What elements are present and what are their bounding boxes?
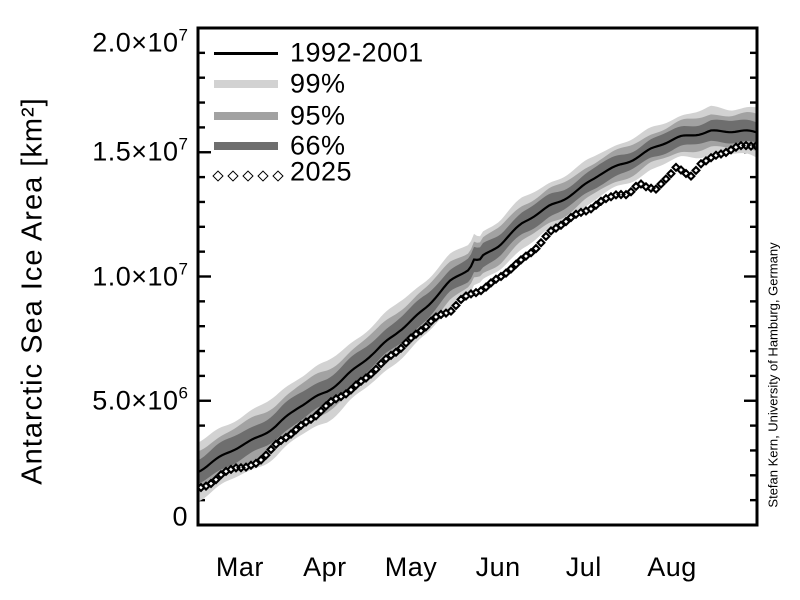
diamond-icon [212, 169, 224, 182]
legend-label-1992-2001: 1992-2001 [290, 37, 424, 68]
plot-border [196, 26, 759, 527]
legend-sample-66pct [214, 142, 278, 150]
x-month-label-apr: Apr [303, 552, 347, 582]
legend-sample-95pct [214, 111, 278, 120]
y-tick-label-15: 1.5×107 [92, 134, 188, 167]
legend-label-99pct: 99% [290, 68, 346, 99]
x-month-label-may: May [384, 552, 438, 582]
band-66 [198, 119, 756, 485]
x-month-label-jun: Jun [475, 552, 521, 582]
x-month-label-aug: Aug [647, 552, 697, 582]
legend-label-66pct: 66% [290, 130, 346, 161]
legend-sample-2025 [212, 167, 289, 185]
legend-label-2025: 2025 [290, 156, 353, 186]
x-month-label-mar: Mar [215, 552, 264, 582]
legend-label-95pct: 95% [290, 100, 346, 130]
y-tick-label-10: 1.0×107 [92, 259, 188, 291]
climatology-line [198, 129, 757, 474]
diamond-icon [227, 169, 239, 182]
credit-text: Stefan Kern, University of Hamburg, Germ… [765, 242, 781, 508]
diamond-icon [242, 169, 254, 182]
legend-sample-99pct [214, 80, 278, 88]
series-2025-diamonds [198, 140, 757, 493]
y-tick-label-5: 5.0×106 [92, 383, 188, 416]
x-month-label-jul: Jul [565, 552, 602, 582]
y-tick-label-20: 2.0×107 [92, 25, 188, 58]
y-tick-label-0: 0 [172, 501, 188, 532]
diamond-icon [272, 169, 284, 182]
diamond-icon [257, 169, 269, 182]
legend-sample-1992-2001 [214, 52, 278, 55]
